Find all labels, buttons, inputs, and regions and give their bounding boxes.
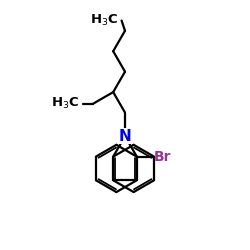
Text: H$_3$C: H$_3$C (90, 13, 118, 28)
Text: N: N (119, 129, 132, 144)
Text: Br: Br (154, 150, 172, 164)
Text: H$_3$C: H$_3$C (52, 96, 80, 112)
